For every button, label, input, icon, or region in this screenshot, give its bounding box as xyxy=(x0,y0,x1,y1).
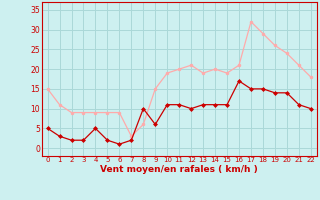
X-axis label: Vent moyen/en rafales ( km/h ): Vent moyen/en rafales ( km/h ) xyxy=(100,165,258,174)
